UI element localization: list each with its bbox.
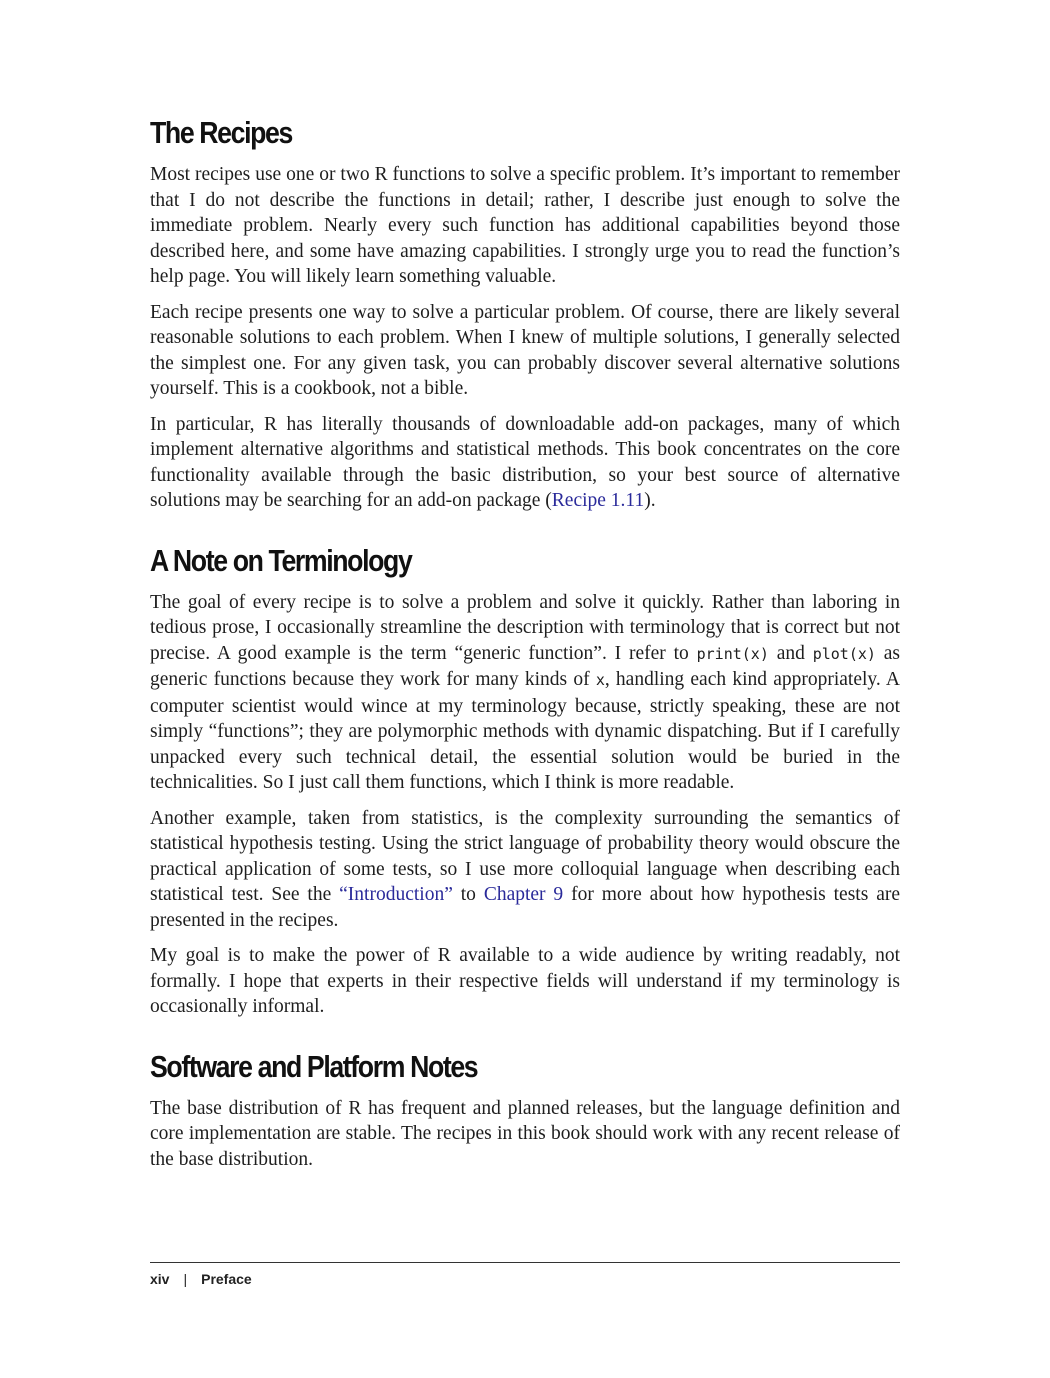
inline-code: x [595, 671, 605, 689]
paragraph: Each recipe presents one way to solve a … [150, 301, 900, 400]
inline-code: print(x) [696, 644, 769, 663]
text-run: and [768, 642, 813, 664]
page-number: xiv [150, 1271, 170, 1287]
paragraph: In particular, R has literally thousands… [150, 412, 900, 514]
section-heading: A Note on Terminology [150, 542, 413, 578]
paragraph: The goal of every recipe is to solve a p… [150, 590, 900, 796]
text-run: ). [644, 490, 656, 511]
text-run: Another example, taken from statistics, … [150, 807, 900, 906]
section-the-recipes: The Recipes Most recipes use one or two … [150, 112, 900, 514]
text-run: as generic functions because they work f… [150, 642, 900, 691]
text-run: In particular, R has literally thousands… [150, 413, 900, 512]
text-run: to [452, 884, 484, 905]
section-software-platform: Software and Platform Notes The base dis… [150, 1046, 900, 1173]
paragraph: Another example, taken from statistics, … [150, 806, 900, 934]
footer-separator: | [183, 1271, 188, 1287]
text-run: for more about how hypothesis tests are … [150, 884, 900, 931]
page-content: The Recipes Most recipes use one or two … [150, 112, 900, 1198]
section-heading: Software and Platform Notes [150, 1048, 479, 1084]
text-run: , handling each kind appropriately. A co… [150, 669, 900, 793]
running-section-title: Preface [201, 1271, 252, 1287]
introduction-link[interactable]: “Introduction” [339, 884, 453, 905]
page-footer: xiv | Preface [150, 1262, 900, 1287]
paragraph: Most recipes use one or two R functions … [150, 164, 900, 287]
chapter-link[interactable]: Chapter 9 [483, 884, 564, 905]
section-heading: The Recipes [150, 115, 293, 150]
paragraph: My goal is to make the power of R availa… [150, 945, 900, 1017]
text-run: The goal of every recipe is to solve a p… [150, 591, 900, 664]
paragraph: The base distribution of R has frequent … [150, 1097, 900, 1170]
inline-code: plot(x) [812, 644, 876, 663]
recipe-link[interactable]: Recipe 1.11 [551, 490, 645, 511]
section-terminology: A Note on Terminology The goal of every … [150, 540, 900, 1020]
